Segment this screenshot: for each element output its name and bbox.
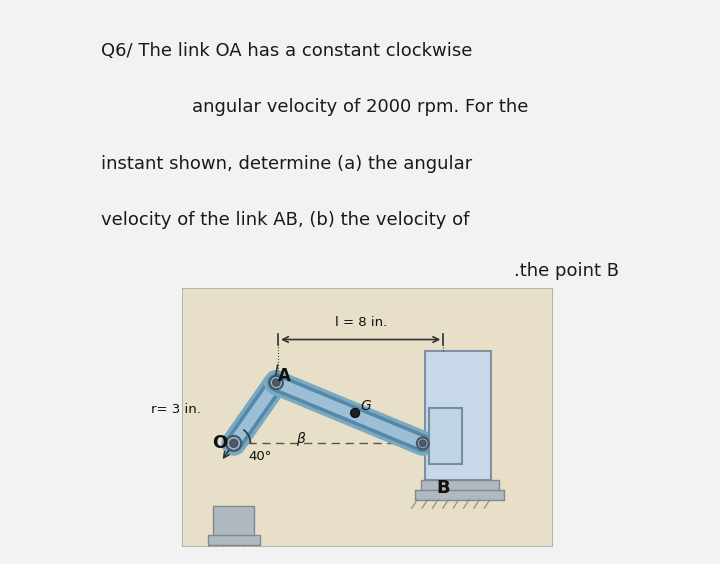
Circle shape: [226, 436, 241, 451]
Bar: [213, 506, 254, 536]
Bar: [425, 351, 491, 481]
Circle shape: [420, 440, 426, 446]
Text: O: O: [212, 434, 228, 452]
Text: l = 8 in.: l = 8 in.: [335, 316, 387, 329]
Text: G: G: [360, 399, 371, 413]
Text: angular velocity of 2000 rpm. For the: angular velocity of 2000 rpm. For the: [192, 98, 528, 116]
Bar: [208, 535, 260, 545]
Circle shape: [269, 376, 283, 389]
Text: r= 3 in.: r= 3 in.: [150, 403, 200, 416]
Circle shape: [417, 437, 428, 450]
Circle shape: [273, 379, 279, 386]
Text: B: B: [436, 479, 450, 497]
Text: Q6/ The link OA has a constant clockwise: Q6/ The link OA has a constant clockwise: [101, 42, 472, 60]
Text: velocity of the link AB, (b) the velocity of: velocity of the link AB, (b) the velocit…: [101, 211, 469, 229]
Text: instant shown, determine (a) the angular: instant shown, determine (a) the angular: [101, 155, 472, 173]
Text: .the point B: .the point B: [514, 262, 619, 280]
Circle shape: [351, 408, 359, 417]
Text: β: β: [296, 432, 305, 446]
Bar: [421, 481, 499, 491]
Text: 40°: 40°: [249, 450, 272, 463]
Text: A: A: [278, 367, 291, 385]
FancyBboxPatch shape: [182, 288, 552, 547]
Bar: [429, 408, 462, 464]
Bar: [415, 490, 504, 500]
Circle shape: [230, 439, 238, 447]
